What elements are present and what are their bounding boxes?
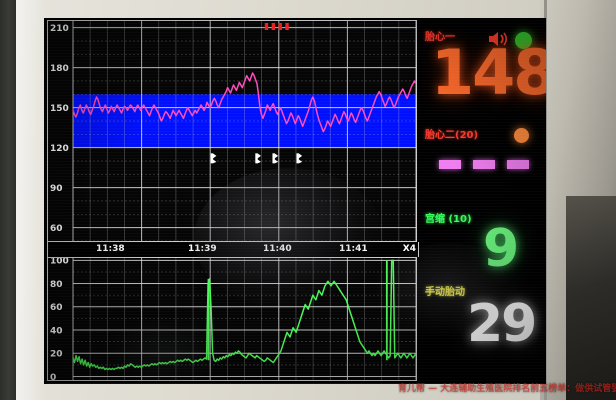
lcd-screen: 210 180 150 120 90 60 11:38 11:39 11:40 11:41… [44, 18, 546, 384]
wall-shadow [566, 196, 616, 400]
numeric-panel: 胎心一 148 胎心二(20) 宫缩 (10) 9 手动胎动 29 [419, 20, 546, 381]
svg-text:150: 150 [50, 104, 69, 114]
fetal-movement-label: 手动胎动 [425, 287, 465, 298]
fhr1-label: 胎心一 [425, 32, 455, 43]
fhr1-status-dot [515, 32, 532, 49]
waveform-icon[interactable] [59, 383, 79, 384]
speaker-icon[interactable] [487, 30, 509, 48]
svg-text:90: 90 [50, 184, 63, 194]
svg-text:20: 20 [50, 350, 63, 360]
xtick-0: 11:38 [96, 244, 125, 254]
svg-text:60: 60 [50, 303, 63, 313]
bezel-highlight [16, 0, 46, 400]
svg-text:60: 60 [50, 224, 63, 234]
fhr1-value: 148 [431, 36, 546, 109]
paper-feed-icon[interactable] [137, 383, 155, 384]
toco-chart[interactable]: 100 80 60 40 20 0 [47, 257, 417, 381]
svg-text:100: 100 [50, 257, 69, 267]
bell-icon[interactable] [269, 383, 283, 384]
toco-value: 9 [483, 219, 519, 279]
svg-text:0: 0 [50, 373, 56, 381]
watermark-text: 育儿帮 — 大连辅助生殖医院排名前五榜单：做供试管婴 [398, 384, 616, 394]
svg-text:40: 40 [50, 326, 63, 336]
fhr2-value-dashes [439, 160, 535, 169]
xtick-3: 11:41 [339, 244, 368, 254]
svg-text:180: 180 [50, 64, 69, 74]
alarm-count: 3 [283, 383, 289, 384]
dash-2 [473, 160, 495, 169]
xtick-1: 11:39 [188, 244, 217, 254]
xtick-2: 11:40 [263, 244, 292, 254]
fhr-chart[interactable]: 210 180 150 120 90 60 [47, 20, 417, 242]
dash-1 [439, 160, 461, 169]
svg-text:80: 80 [50, 280, 63, 290]
time-axis: 11:38 11:39 11:40 11:41 X4 [47, 242, 419, 257]
fhr2-status-dot [514, 128, 529, 143]
fetal-movement-value: 29 [467, 294, 537, 354]
fhr2-label: 胎心二(20) [425, 130, 479, 141]
toco-label: 宫缩 (10) [425, 214, 472, 225]
status-bar: 3cm/min 19:21:60:1 3 [47, 383, 543, 384]
x-multiplier-label: X4 [402, 244, 416, 254]
svg-text:120: 120 [50, 144, 69, 154]
svg-text:210: 210 [50, 24, 69, 34]
dash-3 [507, 160, 529, 169]
printer-icon[interactable] [105, 383, 121, 384]
